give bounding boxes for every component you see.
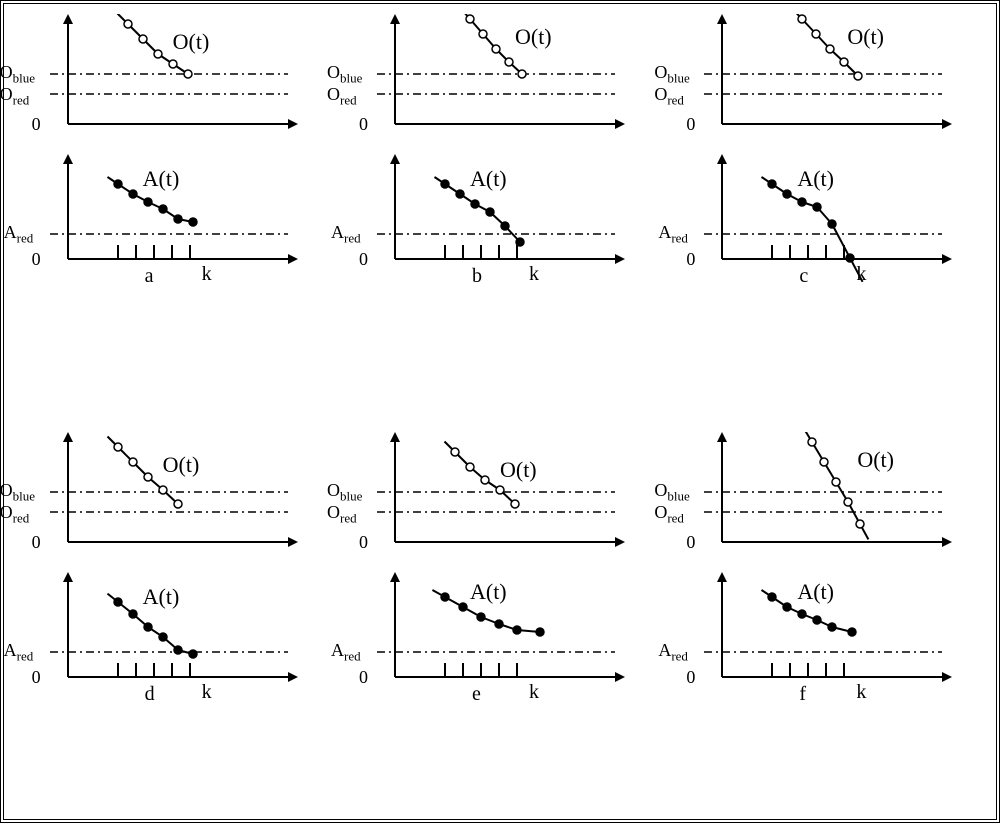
- subplot-id: d: [145, 683, 155, 706]
- bottom-panel: A(t)Ared0kc: [702, 154, 952, 294]
- origin-label: 0: [686, 249, 695, 270]
- origin-label: 0: [32, 667, 41, 688]
- series-label-A: A(t): [143, 166, 180, 192]
- top-panel: O(t)OblueOred0: [48, 14, 298, 154]
- series-label-O: O(t): [173, 29, 210, 55]
- subplot-grid: O(t)OblueOred0A(t)Ared0kaO(t)OblueOred0A…: [14, 14, 986, 809]
- bottom-panel: A(t)Ared0ka: [48, 154, 298, 294]
- y-label-Ared: Ared: [4, 640, 34, 665]
- y-label-Ared: Ared: [658, 640, 688, 665]
- series-label-A: A(t): [470, 166, 507, 192]
- series-label-A: A(t): [797, 579, 834, 605]
- top-panel: O(t)OblueOred0: [375, 14, 625, 154]
- subplot-b: O(t)OblueOred0A(t)Ared0kb: [341, 14, 658, 392]
- y-label-Ored: Ored: [327, 84, 357, 109]
- k-label: k: [529, 263, 539, 286]
- y-label-Ored: Ored: [654, 84, 684, 109]
- k-label: k: [202, 681, 212, 704]
- subplot-e: O(t)OblueOred0A(t)Ared0ke: [341, 432, 658, 810]
- y-label-Ored: Ored: [327, 502, 357, 527]
- subplot-f: O(t)OblueOred0A(t)Ared0kf: [669, 432, 986, 810]
- y-label-Oblue: Oblue: [654, 62, 689, 87]
- origin-label: 0: [359, 532, 368, 553]
- y-label-Ared: Ared: [4, 222, 34, 247]
- y-label-Oblue: Oblue: [0, 62, 35, 87]
- subplot-d: O(t)OblueOred0A(t)Ared0kd: [14, 432, 331, 810]
- origin-label: 0: [32, 114, 41, 135]
- y-label-Ared: Ared: [658, 222, 688, 247]
- series-label-O: O(t): [163, 452, 200, 478]
- bottom-panel: A(t)Ared0kf: [702, 572, 952, 712]
- series-label-O: O(t): [857, 447, 894, 473]
- subplot-id: a: [145, 265, 154, 288]
- origin-label: 0: [32, 249, 41, 270]
- k-label: k: [202, 263, 212, 286]
- bottom-panel: A(t)Ared0kb: [375, 154, 625, 294]
- top-panel: O(t)OblueOred0: [48, 432, 298, 572]
- figure-frame: O(t)OblueOred0A(t)Ared0kaO(t)OblueOred0A…: [0, 0, 1000, 823]
- origin-label: 0: [32, 532, 41, 553]
- series-label-A: A(t): [797, 166, 834, 192]
- y-label-Ared: Ared: [331, 640, 361, 665]
- y-label-Oblue: Oblue: [0, 480, 35, 505]
- y-label-Ored: Ored: [654, 502, 684, 527]
- origin-label: 0: [359, 667, 368, 688]
- subplot-id: b: [472, 265, 482, 288]
- y-label-Oblue: Oblue: [327, 480, 362, 505]
- top-panel: O(t)OblueOred0: [702, 432, 952, 572]
- subplot-id: e: [472, 683, 481, 706]
- origin-label: 0: [686, 532, 695, 553]
- origin-label: 0: [686, 114, 695, 135]
- subplot-id: f: [799, 683, 806, 706]
- top-panel: O(t)OblueOred0: [702, 14, 952, 154]
- y-label-Oblue: Oblue: [327, 62, 362, 87]
- y-label-Ared: Ared: [331, 222, 361, 247]
- bottom-panel: A(t)Ared0kd: [48, 572, 298, 712]
- series-label-O: O(t): [847, 24, 884, 50]
- bottom-panel: A(t)Ared0ke: [375, 572, 625, 712]
- origin-label: 0: [359, 249, 368, 270]
- k-label: k: [856, 263, 866, 286]
- y-label-Ored: Ored: [0, 502, 29, 527]
- series-label-O: O(t): [515, 24, 552, 50]
- top-panel: O(t)OblueOred0: [375, 432, 625, 572]
- series-label-O: O(t): [500, 457, 537, 483]
- origin-label: 0: [359, 114, 368, 135]
- subplot-c: O(t)OblueOred0A(t)Ared0kc: [669, 14, 986, 392]
- origin-label: 0: [686, 667, 695, 688]
- subplot-a: O(t)OblueOred0A(t)Ared0ka: [14, 14, 331, 392]
- k-label: k: [529, 681, 539, 704]
- series-label-A: A(t): [143, 584, 180, 610]
- series-label-A: A(t): [470, 579, 507, 605]
- y-label-Oblue: Oblue: [654, 480, 689, 505]
- k-label: k: [856, 681, 866, 704]
- subplot-id: c: [799, 265, 808, 288]
- y-label-Ored: Ored: [0, 84, 29, 109]
